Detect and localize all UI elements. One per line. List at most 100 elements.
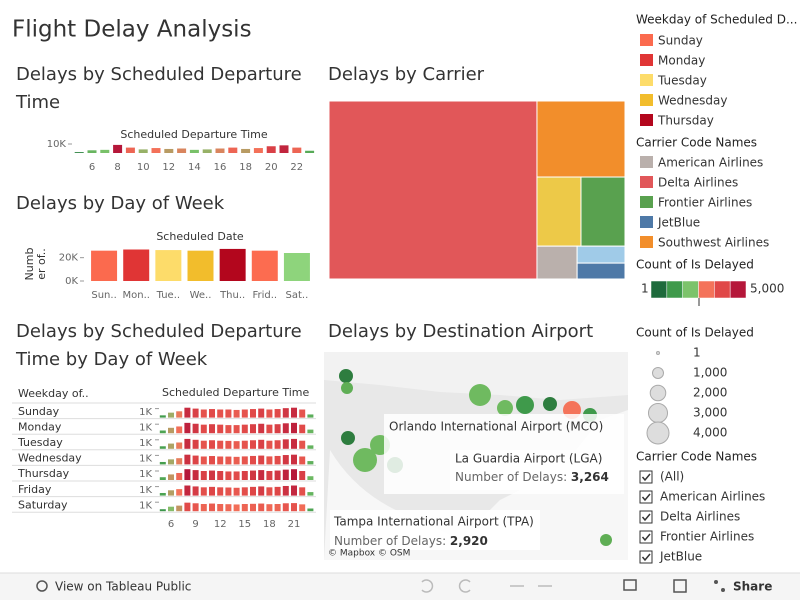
bar (274, 486, 281, 496)
icon (714, 580, 718, 584)
fullscreen (673, 579, 687, 593)
tooltip-label: Number of Delays: (334, 534, 450, 548)
y-tick-label: 1K (139, 438, 152, 449)
y-tick-label: 20K (59, 253, 79, 264)
filter-option[interactable]: JetBlue (639, 550, 702, 564)
legend-swatch (640, 236, 653, 248)
x-tick-label: Sat.. (286, 290, 309, 301)
tooltip-value: 2,920 (450, 534, 488, 548)
bar (184, 502, 191, 512)
bar (189, 149, 199, 153)
bar (299, 456, 306, 465)
legend-item: 2,000 (693, 386, 727, 400)
bar (215, 148, 225, 153)
legend-item: 3,000 (693, 406, 727, 420)
bar (74, 152, 84, 153)
bar (241, 148, 251, 153)
bar (184, 454, 191, 465)
legend-item: 1 (693, 346, 701, 360)
bar (258, 408, 265, 418)
filter-option[interactable]: Frontier Airlines (639, 530, 754, 544)
bar (291, 407, 297, 418)
filter-option[interactable]: (All) (639, 470, 684, 484)
bar (307, 461, 314, 465)
bar (200, 504, 207, 512)
bubble (600, 534, 612, 546)
map[interactable]: Orlando International Airport (MCO) La G… (324, 352, 628, 560)
filter-option[interactable]: Delta Airlines (639, 510, 740, 524)
bar (209, 470, 215, 480)
bar (113, 144, 123, 153)
bar (282, 455, 289, 465)
y-tick-label: 1K (139, 407, 152, 418)
bar (307, 508, 314, 512)
tooltip-line: Number of Delays: 3,264 (455, 470, 609, 484)
legend-swatch (640, 74, 653, 86)
legend-swatch (640, 114, 653, 126)
bar (184, 407, 191, 418)
bar (187, 250, 214, 281)
bar (217, 487, 224, 496)
x-tick-label: Sun.. (91, 290, 116, 301)
view-label: View on Tableau Public (55, 580, 191, 594)
bar (123, 249, 150, 281)
row-label: Tuesday (17, 436, 63, 449)
bubble (339, 369, 353, 383)
bar (307, 414, 314, 418)
bar (291, 503, 297, 512)
view-button[interactable]: View on Tableau Public (36, 580, 191, 594)
x-tick-label: 8 (114, 162, 120, 173)
x-tick-label: We.. (190, 290, 212, 301)
legend-swatch (640, 94, 653, 106)
bar (177, 148, 187, 153)
filter-option[interactable]: American Airlines (639, 490, 765, 504)
toolbar (0, 573, 800, 600)
bar (217, 440, 224, 449)
bar (241, 409, 248, 418)
bar (266, 409, 273, 418)
bar (192, 455, 199, 465)
bar (299, 440, 306, 449)
checkbox (639, 530, 653, 544)
bar (217, 471, 224, 480)
bar (282, 423, 289, 434)
bar (217, 504, 224, 512)
bubble (341, 431, 355, 445)
bar (258, 503, 265, 512)
bar (159, 509, 166, 512)
bar (200, 471, 207, 480)
legend-title: Count of Is Delayed (636, 258, 754, 272)
legend-item: Frontier Airlines (658, 196, 752, 210)
bar (250, 486, 256, 496)
row-label: Wednesday (18, 452, 82, 465)
panel-title: Time by Day of Week (15, 349, 208, 370)
bar (250, 409, 256, 418)
bar (184, 422, 191, 434)
legend-item: Monday (658, 54, 705, 68)
bar (266, 456, 273, 465)
bar (292, 147, 302, 153)
bar (168, 427, 174, 434)
filter-label: American Airlines (660, 490, 765, 504)
bar (192, 439, 199, 449)
bar (241, 504, 248, 512)
share-button[interactable]: Share (714, 580, 772, 594)
y-tick-label: 1K (139, 500, 152, 511)
checkbox (639, 550, 653, 564)
bar (258, 486, 265, 496)
bar (307, 476, 314, 480)
bar (184, 485, 191, 496)
bar (291, 422, 297, 434)
map-region (324, 352, 628, 400)
bar (274, 440, 281, 449)
bar (266, 440, 273, 449)
x-tick-label: 6 (168, 519, 174, 530)
bar (299, 487, 306, 496)
legend-swatch (640, 196, 653, 208)
row-label: Sunday (18, 405, 60, 418)
bar (233, 504, 240, 512)
checkmark (641, 553, 651, 562)
bar (282, 439, 289, 449)
treemap-cell (536, 176, 582, 247)
title: Flight Delay Analysis (12, 17, 252, 43)
